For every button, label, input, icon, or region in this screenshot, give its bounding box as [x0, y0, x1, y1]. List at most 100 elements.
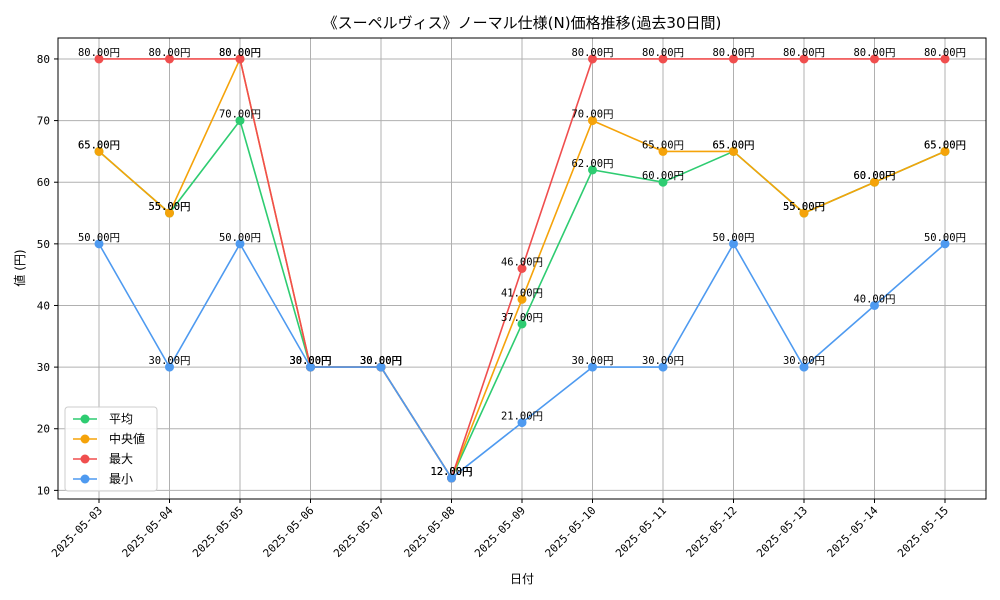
data-label: 50.00円	[712, 232, 754, 244]
data-label: 60.00円	[853, 170, 895, 182]
data-labels: 65.00円 55.00円 70.00円 30.00円 30.00円 12.00円 37.0…	[78, 47, 966, 478]
data-label: 65.00円	[78, 139, 120, 151]
x-tick-label: 2025-05-10	[543, 504, 599, 560]
data-label: 80.00円	[571, 47, 613, 59]
data-label: 12.00円	[430, 466, 472, 478]
x-tick-label: 2025-05-14	[825, 504, 881, 560]
data-label: 30.00円	[642, 355, 684, 367]
data-point	[870, 54, 879, 64]
data-point	[165, 54, 174, 64]
data-label: 30.00円	[289, 355, 331, 367]
data-label: 30.00円	[360, 355, 402, 367]
y-tick-label: 10	[37, 484, 50, 497]
data-label: 37.00円	[501, 312, 543, 324]
y-tick-label: 70	[37, 115, 50, 128]
data-label: 80.00円	[219, 47, 261, 59]
data-label: 12.00円	[430, 466, 472, 478]
data-label: 30.00円	[360, 355, 402, 367]
x-tick-label: 2025-05-15	[895, 504, 951, 560]
data-label: 41.00円	[501, 287, 543, 299]
data-label: 65.00円	[924, 139, 966, 151]
data-label: 70.00円	[571, 109, 613, 121]
data-point	[799, 54, 809, 64]
data-label: 30.00円	[571, 355, 613, 367]
legend-marker	[80, 414, 90, 424]
y-tick-label: 80	[37, 53, 50, 66]
chart-title: 《スーペルヴィス》ノーマル仕様(N)価格推移(過去30日間)	[323, 14, 722, 32]
data-label: 30.00円	[783, 355, 825, 367]
data-point	[306, 362, 315, 372]
legend-marker	[80, 474, 90, 484]
data-point	[658, 54, 668, 64]
data-label: 70.00円	[219, 109, 261, 121]
data-point	[588, 116, 597, 126]
data-point	[658, 177, 668, 187]
data-label: 50.00円	[78, 232, 120, 244]
data-point	[517, 319, 527, 329]
data-label: 40.00円	[853, 293, 895, 305]
y-axis-label: 値 (円)	[12, 249, 27, 286]
series	[94, 54, 950, 483]
data-label: 65.00円	[78, 139, 120, 151]
data-label: 55.00円	[783, 201, 825, 213]
x-tick-label: 2025-05-11	[613, 504, 669, 560]
data-point	[729, 239, 738, 249]
data-label: 12.00円	[430, 466, 472, 478]
y-tick-label: 60	[37, 176, 50, 189]
data-label: 80.00円	[924, 47, 966, 59]
data-point	[376, 362, 386, 372]
data-label: 80.00円	[148, 47, 190, 59]
grid	[58, 38, 986, 499]
data-label: 62.00円	[571, 158, 613, 170]
x-tick-label: 2025-05-07	[331, 504, 387, 560]
data-label: 30.00円	[289, 355, 331, 367]
data-label: 65.00円	[642, 139, 684, 151]
x-tick-label: 2025-05-09	[472, 504, 528, 560]
data-label: 80.00円	[219, 47, 261, 59]
data-point	[94, 239, 104, 249]
data-point	[517, 264, 527, 273]
data-point	[729, 54, 738, 64]
data-point	[658, 362, 668, 372]
data-label: 55.00円	[148, 201, 190, 213]
data-label: 46.00円	[501, 257, 543, 269]
data-label: 65.00円	[712, 139, 754, 151]
legend-marker	[80, 454, 90, 464]
data-point	[165, 208, 174, 218]
x-tick-label: 2025-05-06	[261, 504, 317, 560]
data-label: 65.00円	[712, 139, 754, 151]
data-point	[870, 177, 879, 187]
data-point	[588, 165, 597, 175]
data-point	[588, 54, 597, 64]
data-label: 80.00円	[642, 47, 684, 59]
data-point	[729, 146, 738, 156]
data-point	[870, 300, 879, 310]
data-label: 12.00円	[430, 466, 472, 478]
y-tick-label: 30	[37, 361, 50, 374]
x-axis-label: 日付	[510, 572, 534, 586]
x-tick-label: 2025-05-05	[190, 504, 246, 560]
data-point	[235, 239, 245, 249]
x-tick-label: 2025-05-03	[49, 504, 105, 560]
data-point	[658, 146, 668, 156]
data-label: 30.00円	[289, 355, 331, 367]
legend-marker	[80, 434, 90, 444]
data-label: 50.00円	[219, 232, 261, 244]
legend-label: 平均	[109, 412, 133, 426]
data-label: 30.00円	[148, 355, 190, 367]
data-label: 60.00円	[853, 170, 895, 182]
data-label: 65.00円	[924, 139, 966, 151]
y-tick-label: 40	[37, 299, 50, 312]
data-point	[517, 294, 527, 304]
data-point	[235, 116, 245, 126]
x-tick-label: 2025-05-08	[402, 504, 458, 560]
data-point	[235, 54, 245, 64]
legend-label: 中央値	[109, 431, 145, 446]
data-label: 80.00円	[78, 47, 120, 59]
data-point	[165, 362, 174, 372]
data-label: 80.00円	[853, 47, 895, 59]
y-tick-label: 20	[37, 423, 50, 436]
data-point	[517, 418, 527, 428]
